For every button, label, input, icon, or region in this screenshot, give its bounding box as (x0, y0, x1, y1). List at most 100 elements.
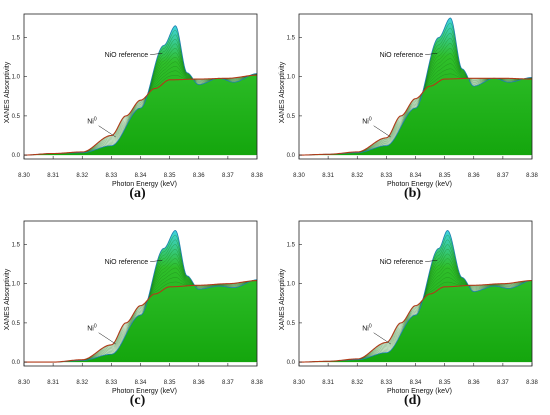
ni0-line (299, 77, 532, 156)
y-tick-label: 1.0 (287, 282, 296, 288)
x-tick-label: 8.35 (164, 173, 176, 179)
x-tick-label: 8.30 (293, 380, 305, 386)
x-tick-label: 8.32 (76, 173, 88, 179)
y-axis-label: XANES Absorptivity (4, 268, 11, 330)
x-tick-label: 8.31 (322, 173, 334, 179)
x-tick-label: 8.36 (193, 380, 205, 386)
ni0-annotation: Ni0 (362, 117, 372, 126)
series-fill-area (299, 230, 532, 363)
chart-c: 8.30 8.31 8.32 8.33 8.34 8.35 8.36 8.37 8.38 0.0 0… (4, 220, 263, 395)
y-tick-label: 1.0 (12, 75, 21, 81)
nio-reference-annotation: NiO reference (105, 259, 149, 266)
x-tick-label: 8.32 (76, 380, 88, 386)
x-tick-label: 8.38 (251, 380, 263, 386)
x-tick-label: 8.34 (410, 173, 422, 179)
y-tick-label: 1.5 (287, 36, 296, 42)
x-tick-label: 8.36 (193, 173, 205, 179)
x-axis-label: Photon Energy (keV) (387, 388, 452, 395)
x-tick-label: 8.34 (135, 173, 147, 179)
ni0-annotation-superscript: 0 (94, 324, 97, 330)
x-tick-label: 8.37 (222, 380, 234, 386)
nio-reference-annotation: NiO reference (380, 52, 424, 59)
y-tick-label: 1.0 (287, 75, 296, 81)
x-tick-label: 8.32 (351, 173, 363, 179)
x-tick-label: 8.33 (381, 380, 393, 386)
panel-label-b: (b) (403, 186, 422, 201)
series-fill-area (24, 230, 257, 363)
ni0-annotation-superscript: 0 (369, 324, 372, 330)
chart-a: 8.30 8.31 8.32 8.33 8.34 8.35 8.36 8.37 8.38 0.0 0… (4, 13, 263, 188)
x-axis-label: Photon Energy (keV) (387, 181, 452, 188)
x-tick-label: 8.30 (18, 380, 30, 386)
y-tick-label: 1.5 (12, 243, 21, 249)
ni0-annotation: Ni0 (87, 324, 97, 333)
x-axis-label: Photon Energy (keV) (112, 181, 177, 188)
y-tick-label: 0.5 (287, 321, 296, 327)
panel-a: 8.30 8.31 8.32 8.33 8.34 8.35 8.36 8.37 8.38 0.0 0… (0, 0, 275, 207)
x-tick-label: 8.33 (106, 380, 118, 386)
ni0-pointer (98, 125, 116, 138)
x-tick-label: 8.32 (351, 380, 363, 386)
ni0-pointer (373, 125, 391, 138)
ni0-line (24, 280, 258, 363)
panel-label-d: (d) (403, 393, 422, 408)
x-tick-label: 8.36 (468, 380, 480, 386)
nio-reference-pointer (150, 259, 163, 263)
y-tick-label: 0.0 (287, 360, 296, 366)
y-tick-label: 0.0 (287, 153, 296, 159)
panel-c: 8.30 8.31 8.32 8.33 8.34 8.35 8.36 8.37 8.38 0.0 0… (0, 207, 275, 414)
x-tick-label: 8.33 (106, 173, 118, 179)
y-tick-label: 1.5 (287, 243, 296, 249)
x-tick-label: 8.38 (526, 173, 538, 179)
y-tick-label: 1.0 (12, 282, 21, 288)
y-axis-label: XANES Absorptivity (279, 61, 286, 123)
x-tick-label: 8.33 (381, 173, 393, 179)
ni0-annotation-superscript: 0 (369, 117, 372, 123)
series-fill-area (299, 17, 532, 156)
x-tick-label: 8.38 (526, 380, 538, 386)
x-tick-label: 8.37 (497, 173, 509, 179)
x-tick-label: 8.38 (251, 173, 263, 179)
y-tick-label: 1.5 (12, 36, 21, 42)
chart-b: 8.30 8.31 8.32 8.33 8.34 8.35 8.36 8.37 8.38 0.0 0… (279, 13, 538, 188)
y-tick-label: 0.0 (12, 360, 21, 366)
x-tick-label: 8.35 (164, 380, 176, 386)
y-tick-label: 0.0 (12, 153, 21, 159)
panel-d: 8.30 8.31 8.32 8.33 8.34 8.35 8.36 8.37 8.38 0.0 0… (275, 207, 550, 414)
x-tick-label: 8.34 (135, 380, 147, 386)
y-axis-label: XANES Absorptivity (4, 61, 11, 123)
x-axis-label: Photon Energy (keV) (112, 388, 177, 395)
ni0-line (24, 74, 258, 156)
nio-reference-annotation: NiO reference (105, 52, 149, 59)
x-tick-label: 8.35 (439, 173, 451, 179)
nio-reference-pointer (425, 259, 438, 263)
x-tick-label: 8.30 (293, 173, 305, 179)
panel-label-a: (a) (129, 186, 146, 201)
ni0-annotation: Ni0 (87, 117, 97, 126)
nio-reference-pointer (150, 52, 163, 56)
ni0-annotation-superscript: 0 (94, 117, 97, 123)
x-tick-label: 8.31 (322, 380, 334, 386)
x-tick-label: 8.31 (47, 380, 59, 386)
y-tick-label: 0.5 (12, 114, 21, 120)
chart-d: 8.30 8.31 8.32 8.33 8.34 8.35 8.36 8.37 8.38 0.0 0… (279, 220, 538, 395)
x-tick-label: 8.36 (468, 173, 480, 179)
y-tick-label: 0.5 (287, 114, 296, 120)
y-tick-label: 0.5 (12, 321, 21, 327)
panel-label-c: (c) (129, 393, 146, 408)
panel-b: 8.30 8.31 8.32 8.33 8.34 8.35 8.36 8.37 8.38 0.0 0… (275, 0, 550, 207)
x-tick-label: 8.34 (410, 380, 422, 386)
x-tick-label: 8.30 (18, 173, 30, 179)
nio-reference-annotation: NiO reference (380, 259, 424, 266)
ni0-line (299, 280, 533, 363)
x-tick-label: 8.35 (439, 380, 451, 386)
x-tick-label: 8.37 (497, 380, 509, 386)
ni0-pointer (373, 332, 391, 345)
series-fill-area (24, 25, 257, 156)
x-tick-label: 8.31 (47, 173, 59, 179)
x-tick-label: 8.37 (222, 173, 234, 179)
nio-reference-pointer (425, 52, 438, 56)
ni0-annotation: Ni0 (362, 324, 372, 333)
y-axis-label: XANES Absorptivity (279, 268, 286, 330)
ni0-pointer (98, 332, 116, 345)
